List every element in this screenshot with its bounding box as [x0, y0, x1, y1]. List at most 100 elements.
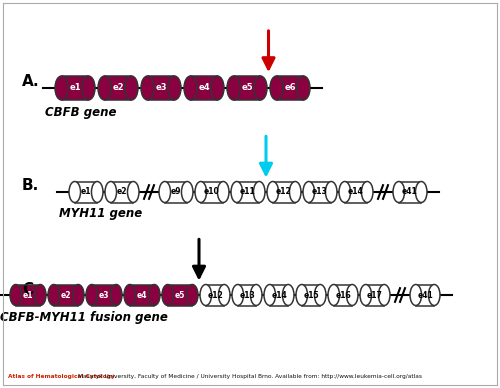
- Text: Atlas of Hematological Cytology.: Atlas of Hematological Cytology.: [8, 374, 117, 379]
- Bar: [92, 284, 116, 305]
- Text: CBFB gene: CBFB gene: [45, 106, 117, 119]
- Bar: [165, 182, 187, 203]
- Bar: [399, 182, 421, 203]
- Bar: [104, 76, 132, 100]
- Text: e4: e4: [198, 83, 210, 92]
- Text: A.: A.: [22, 74, 40, 90]
- Ellipse shape: [110, 284, 122, 305]
- Ellipse shape: [186, 284, 198, 305]
- Ellipse shape: [314, 284, 326, 305]
- Ellipse shape: [328, 284, 340, 305]
- Bar: [168, 284, 192, 305]
- Text: Masaryk University, Faculty of Medicine / University Hospital Brno. Available fr: Masaryk University, Faculty of Medicine …: [76, 374, 422, 379]
- Bar: [206, 284, 224, 305]
- Text: e10: e10: [204, 187, 220, 196]
- Ellipse shape: [168, 76, 181, 100]
- Text: e11: e11: [240, 187, 256, 196]
- Ellipse shape: [200, 284, 211, 305]
- Ellipse shape: [339, 182, 350, 203]
- Text: e17: e17: [367, 291, 383, 300]
- Ellipse shape: [296, 284, 308, 305]
- Ellipse shape: [282, 284, 294, 305]
- Ellipse shape: [250, 284, 262, 305]
- Ellipse shape: [69, 182, 80, 203]
- Text: e16: e16: [335, 291, 351, 300]
- Ellipse shape: [303, 182, 314, 203]
- Ellipse shape: [72, 284, 84, 305]
- Bar: [366, 284, 384, 305]
- Bar: [416, 284, 434, 305]
- Bar: [273, 182, 295, 203]
- Ellipse shape: [326, 182, 337, 203]
- Ellipse shape: [290, 182, 301, 203]
- Bar: [190, 76, 218, 100]
- Text: e15: e15: [303, 291, 319, 300]
- Ellipse shape: [195, 182, 206, 203]
- Text: e41: e41: [417, 291, 433, 300]
- Ellipse shape: [267, 182, 278, 203]
- Bar: [201, 182, 223, 203]
- Text: e2: e2: [61, 291, 72, 300]
- Text: MYH11 gene: MYH11 gene: [59, 208, 142, 220]
- Bar: [334, 284, 352, 305]
- Ellipse shape: [393, 182, 404, 203]
- Text: e41: e41: [402, 187, 418, 196]
- Text: e2: e2: [112, 83, 124, 92]
- Ellipse shape: [264, 284, 276, 305]
- Text: e12: e12: [207, 291, 223, 300]
- Text: e13: e13: [312, 187, 328, 196]
- Ellipse shape: [360, 284, 372, 305]
- Text: e3: e3: [155, 83, 167, 92]
- Ellipse shape: [34, 284, 46, 305]
- Text: e2: e2: [117, 187, 127, 196]
- Ellipse shape: [362, 182, 373, 203]
- Ellipse shape: [162, 284, 173, 305]
- Ellipse shape: [125, 76, 138, 100]
- Text: e9: e9: [171, 187, 181, 196]
- Ellipse shape: [124, 284, 136, 305]
- Ellipse shape: [141, 76, 154, 100]
- Ellipse shape: [218, 182, 229, 203]
- Text: e14: e14: [271, 291, 287, 300]
- Ellipse shape: [55, 76, 68, 100]
- Ellipse shape: [48, 284, 60, 305]
- Text: CBFB-MYH11 fusion gene: CBFB-MYH11 fusion gene: [0, 310, 168, 324]
- Bar: [238, 284, 256, 305]
- Bar: [309, 182, 331, 203]
- Text: B.: B.: [22, 178, 39, 194]
- Ellipse shape: [159, 182, 170, 203]
- Ellipse shape: [211, 76, 224, 100]
- Ellipse shape: [86, 284, 98, 305]
- Text: e13: e13: [239, 291, 255, 300]
- Ellipse shape: [10, 284, 22, 305]
- Bar: [345, 182, 367, 203]
- Bar: [54, 284, 78, 305]
- Ellipse shape: [82, 76, 95, 100]
- Bar: [237, 182, 259, 203]
- Ellipse shape: [270, 76, 283, 100]
- Text: e6: e6: [284, 83, 296, 92]
- Ellipse shape: [416, 182, 427, 203]
- Ellipse shape: [128, 182, 139, 203]
- Text: e1: e1: [69, 83, 81, 92]
- Ellipse shape: [184, 76, 197, 100]
- Bar: [302, 284, 320, 305]
- Ellipse shape: [346, 284, 358, 305]
- Text: e1: e1: [81, 187, 91, 196]
- Ellipse shape: [428, 284, 440, 305]
- Bar: [16, 284, 40, 305]
- Text: e3: e3: [99, 291, 109, 300]
- Bar: [75, 182, 97, 203]
- Text: C.: C.: [22, 282, 39, 296]
- Bar: [62, 76, 88, 100]
- Ellipse shape: [231, 182, 242, 203]
- Ellipse shape: [148, 284, 160, 305]
- Ellipse shape: [410, 284, 422, 305]
- Ellipse shape: [98, 76, 111, 100]
- Bar: [130, 284, 154, 305]
- Ellipse shape: [297, 76, 310, 100]
- Text: e5: e5: [175, 291, 185, 300]
- Ellipse shape: [254, 76, 267, 100]
- Ellipse shape: [218, 284, 230, 305]
- Bar: [148, 76, 174, 100]
